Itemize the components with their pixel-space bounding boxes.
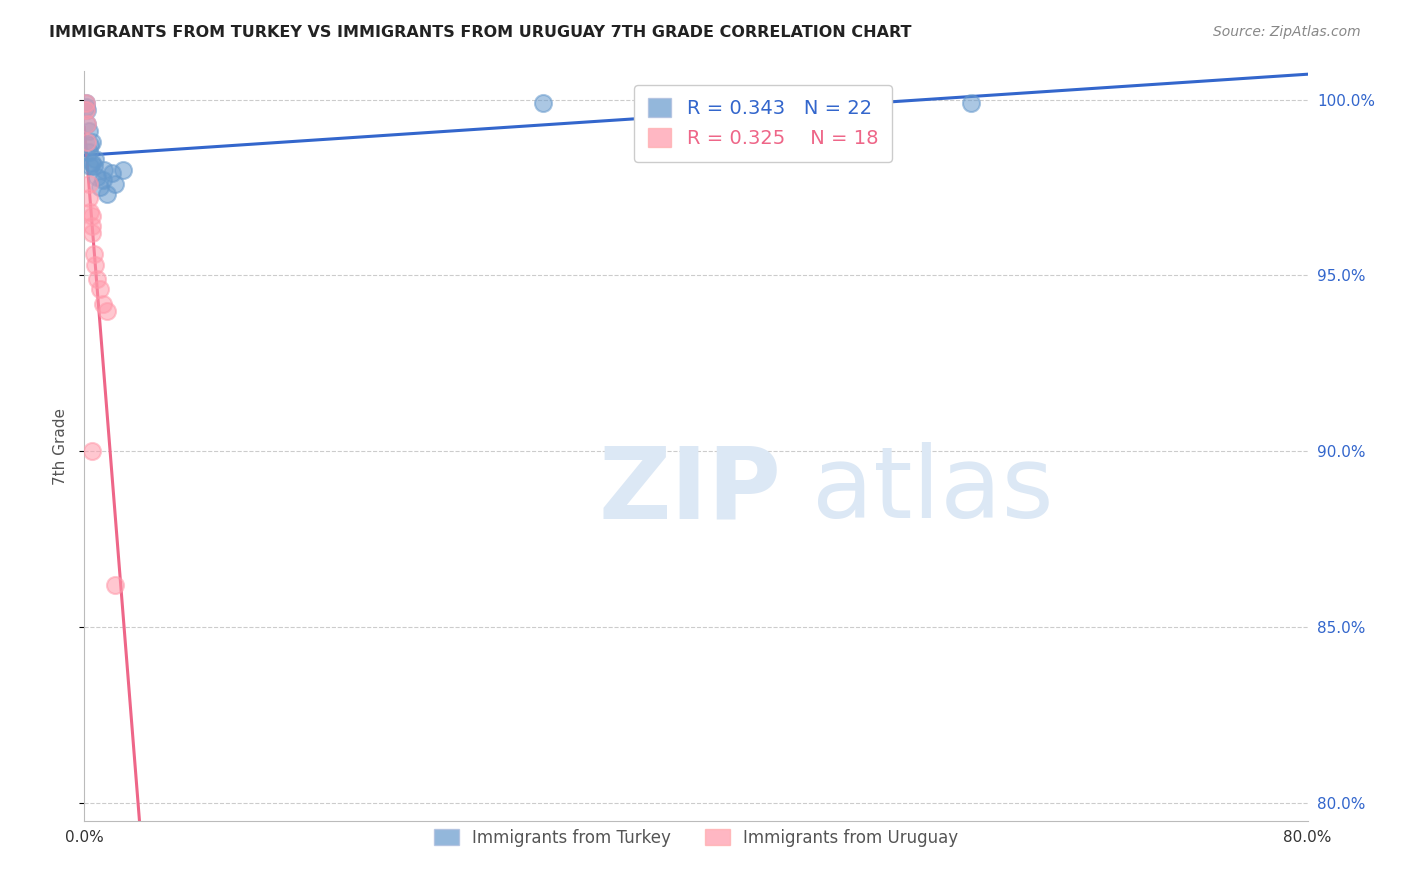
Point: [79, 205, 101, 219]
Y-axis label: 7th Grade: 7th Grade: [52, 408, 67, 484]
Point: [76, 103, 98, 117]
Point: [84, 258, 107, 272]
Point: [76, 117, 98, 131]
Point: [80, 219, 103, 234]
Point: [104, 578, 127, 592]
Point: [91, 173, 114, 187]
Text: Source: ZipAtlas.com: Source: ZipAtlas.com: [1213, 25, 1361, 39]
Point: [76, 117, 98, 131]
Point: [104, 177, 127, 191]
Point: [93, 162, 115, 177]
Point: [531, 95, 554, 110]
Point: [77, 124, 100, 138]
Point: [75, 95, 97, 110]
Text: atlas: atlas: [813, 442, 1054, 540]
Point: [75, 103, 97, 117]
Point: [80, 444, 103, 458]
Point: [96, 303, 118, 318]
Point: [84, 153, 107, 167]
Point: [83, 247, 105, 261]
Point: [89, 180, 111, 194]
Point: [960, 95, 983, 110]
Legend: Immigrants from Turkey, Immigrants from Uruguay: Immigrants from Turkey, Immigrants from …: [427, 822, 965, 854]
Point: [77, 177, 100, 191]
Point: [111, 162, 134, 177]
Point: [86, 169, 108, 184]
Point: [83, 159, 105, 173]
Point: [96, 187, 118, 202]
Point: [79, 159, 101, 173]
Point: [91, 296, 114, 310]
Text: IMMIGRANTS FROM TURKEY VS IMMIGRANTS FROM URUGUAY 7TH GRADE CORRELATION CHART: IMMIGRANTS FROM TURKEY VS IMMIGRANTS FRO…: [49, 25, 911, 40]
Point: [77, 145, 100, 160]
Point: [77, 191, 100, 205]
Text: ZIP: ZIP: [598, 442, 780, 540]
Point: [80, 156, 103, 170]
Point: [80, 226, 103, 240]
Point: [75, 99, 97, 113]
Point: [101, 166, 124, 180]
Point: [89, 283, 111, 297]
Point: [75, 95, 97, 110]
Point: [80, 135, 103, 149]
Point: [79, 138, 101, 153]
Point: [86, 272, 108, 286]
Point: [80, 209, 103, 223]
Point: [76, 135, 98, 149]
